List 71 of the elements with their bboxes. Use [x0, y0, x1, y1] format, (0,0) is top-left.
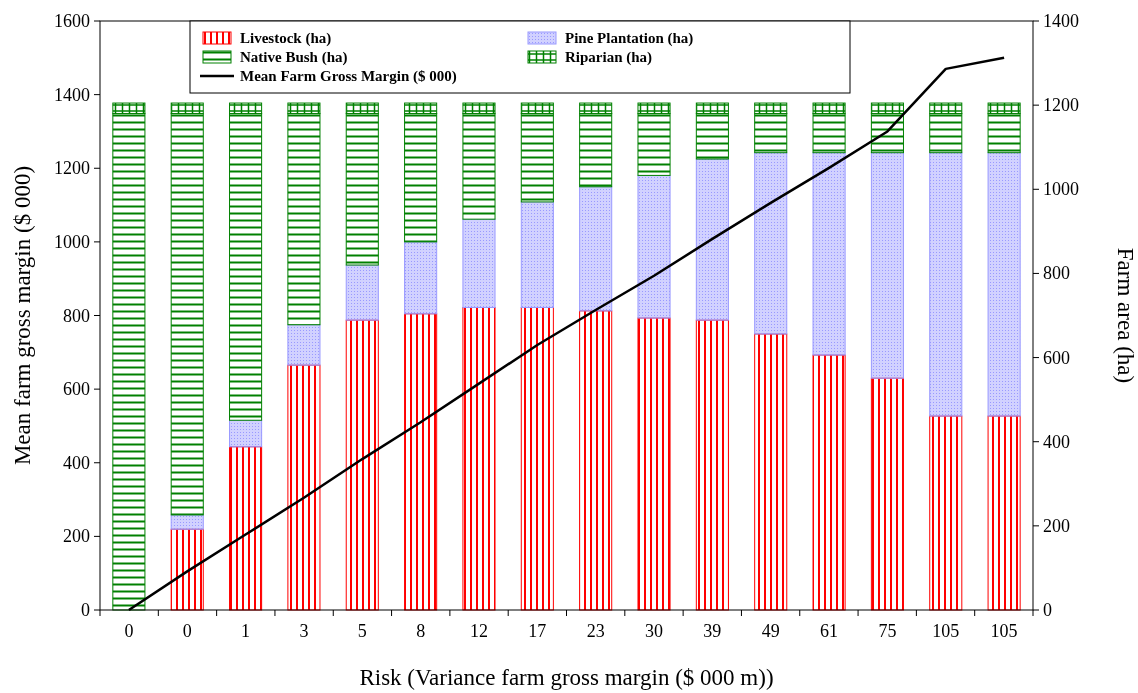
- x-tick-label: 49: [761, 621, 780, 641]
- bar: [462, 307, 496, 611]
- y2-tick-label: 1000: [1043, 179, 1079, 200]
- legend-label: Livestock (ha): [240, 30, 332, 47]
- x-tick-label: 30: [645, 621, 664, 641]
- bar: [579, 186, 613, 312]
- y-tick-label: 1000: [54, 231, 90, 252]
- bar: [345, 264, 379, 321]
- bar: [987, 415, 1021, 611]
- bar: [520, 307, 554, 611]
- bar: [870, 152, 904, 379]
- y-axis-title: Mean farm gross margin ($ 000): [10, 165, 35, 466]
- bar: [520, 201, 554, 309]
- bar: [579, 310, 613, 611]
- bar: [229, 446, 263, 611]
- bar: [287, 324, 321, 366]
- bar: [637, 317, 671, 611]
- y-tick-label: 1400: [54, 84, 90, 105]
- y2-tick-label: 200: [1043, 515, 1070, 536]
- y-tick-label: 600: [63, 379, 90, 400]
- bar: [170, 514, 204, 530]
- y2-tick-label: 1200: [1043, 95, 1079, 116]
- y2-tick-label: 0: [1043, 600, 1052, 620]
- x-tick-label: 23: [586, 621, 605, 641]
- y2-tick-label: 400: [1043, 431, 1070, 452]
- y-tick-label: 200: [63, 526, 90, 547]
- x-axis-title: Risk (Variance farm gross margin ($ 000 m)): [359, 665, 774, 690]
- x-tick-label: 0: [124, 621, 134, 641]
- x-tick-label: 105: [932, 621, 960, 641]
- x-tick-label: 8: [416, 621, 426, 641]
- bar: [462, 218, 496, 309]
- bar: [695, 319, 729, 611]
- y-tick-label: 1600: [54, 11, 90, 31]
- y-tick-label: 0: [81, 600, 90, 620]
- legend-label: Pine Plantation (ha): [565, 30, 694, 47]
- x-tick-label: 5: [357, 621, 367, 641]
- x-tick-label: 0: [182, 621, 192, 641]
- bar: [870, 377, 904, 611]
- bar: [637, 174, 671, 319]
- x-tick-label: 17: [528, 621, 547, 641]
- y-tick-label: 400: [63, 452, 90, 473]
- legend-label: Mean Farm Gross Margin ($ 000): [240, 68, 457, 85]
- bar: [345, 319, 379, 611]
- bar: [229, 419, 263, 448]
- y2-tick-label: 1400: [1043, 11, 1079, 31]
- x-tick-label: 12: [469, 621, 488, 641]
- bar: [754, 152, 788, 335]
- y2-tick-label: 600: [1043, 347, 1070, 368]
- legend-label: Native Bush (ha): [240, 49, 348, 66]
- bar: [170, 528, 204, 611]
- x-tick-label: 1: [241, 621, 251, 641]
- x-tick-label: 105: [990, 621, 1018, 641]
- x-tick-label: 75: [878, 621, 897, 641]
- y-tick-label: 800: [63, 305, 90, 326]
- bar: [404, 313, 438, 611]
- legend-label: Riparian (ha): [565, 49, 653, 66]
- bar: [695, 158, 729, 321]
- bar: [404, 241, 438, 315]
- bar: [287, 364, 321, 611]
- x-tick-label: 3: [299, 621, 309, 641]
- bar: [987, 152, 1021, 417]
- bar: [929, 152, 963, 417]
- y-tick-label: 1200: [54, 158, 90, 179]
- y2-axis-title: Farm area (ha): [1113, 247, 1138, 384]
- bar: [929, 415, 963, 611]
- x-tick-label: 61: [820, 621, 839, 641]
- y2-tick-label: 800: [1043, 263, 1070, 284]
- x-tick-label: 39: [703, 621, 722, 641]
- bar: [812, 354, 846, 611]
- bar: [812, 152, 846, 356]
- bar: [754, 333, 788, 611]
